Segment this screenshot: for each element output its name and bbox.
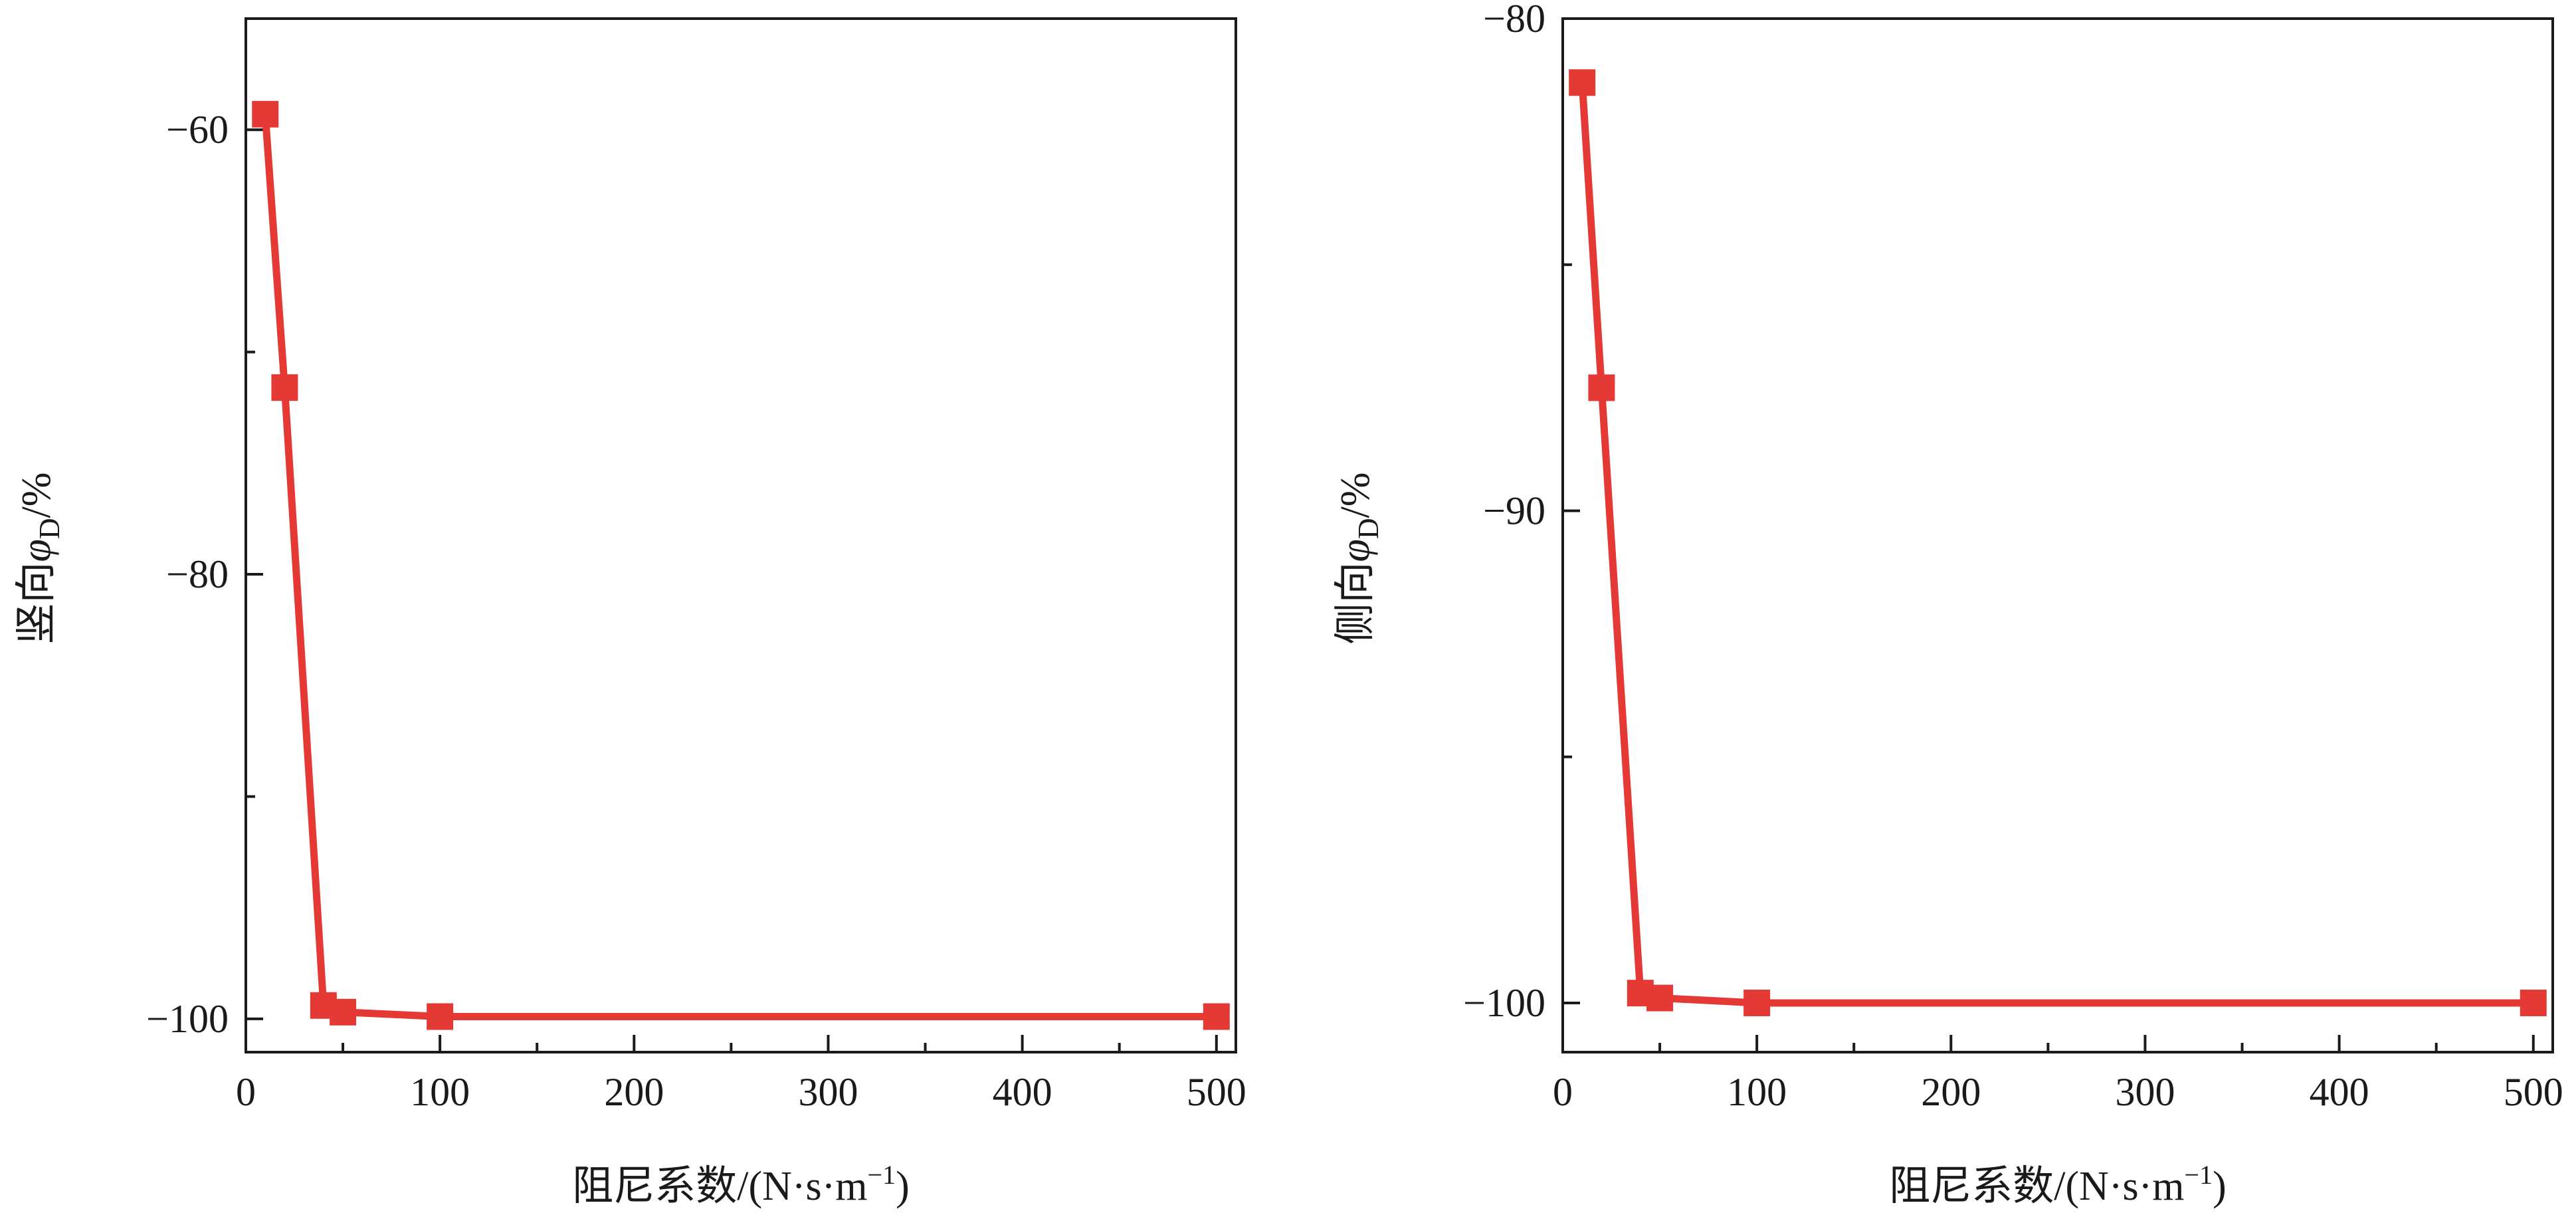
data-point-marker xyxy=(1743,989,1771,1016)
data-point-marker xyxy=(1203,1003,1230,1030)
y-axis-title: 竖向φD/% xyxy=(14,473,66,645)
x-tick-label: 500 xyxy=(2504,1070,2563,1114)
series-line xyxy=(1578,78,2537,1007)
chart-lateral: 0 100 200 300 400 500 −80 −90 −100 阻尼系数/(N·s·m−1)… xyxy=(1333,0,2563,1209)
data-point-marker xyxy=(1569,69,1596,96)
x-tick-label: 400 xyxy=(993,1070,1052,1114)
x-tick-label: 500 xyxy=(1187,1070,1246,1114)
y-tick-label: −80 xyxy=(166,552,229,596)
plot-frame xyxy=(245,17,1237,1053)
data-point-marker xyxy=(1588,374,1615,401)
data-point-marker xyxy=(271,374,298,401)
data-point-marker xyxy=(1646,984,1674,1012)
data-point-marker xyxy=(252,100,279,128)
series-line xyxy=(261,110,1221,1020)
y-axis-title: 侧向φD/% xyxy=(1333,473,1385,645)
data-point-marker xyxy=(2520,989,2547,1016)
y-tick-label: −100 xyxy=(146,997,229,1041)
chart-vertical: 0 100 200 300 400 500 −60 −80 −100 阻尼系数/(N·s·m−1)… xyxy=(14,17,1246,1209)
x-tick-label: 400 xyxy=(2310,1070,2369,1114)
y-tick-label: −80 xyxy=(1483,0,1545,41)
y-tick-label: −90 xyxy=(1483,489,1545,532)
x-tick-label: 300 xyxy=(798,1070,858,1114)
y-tick-label: −60 xyxy=(166,108,229,152)
data-point-marker xyxy=(427,1003,454,1030)
x-axis-title: 阻尼系数/(N·s·m−1) xyxy=(1889,1160,2227,1209)
x-tick-label: 0 xyxy=(236,1070,256,1114)
plot-frame xyxy=(1561,17,2554,1053)
y-tick-label: −100 xyxy=(1463,981,1545,1025)
x-tick-label: 200 xyxy=(1921,1070,1981,1114)
x-tick-label: 0 xyxy=(1553,1070,1573,1114)
x-tick-label: 100 xyxy=(410,1070,470,1114)
x-tick-label: 300 xyxy=(2115,1070,2175,1114)
x-tick-label: 200 xyxy=(604,1070,664,1114)
x-tick-label: 100 xyxy=(1727,1070,1787,1114)
x-axis-title: 阻尼系数/(N·s·m−1) xyxy=(572,1160,910,1209)
data-point-marker xyxy=(330,998,357,1026)
